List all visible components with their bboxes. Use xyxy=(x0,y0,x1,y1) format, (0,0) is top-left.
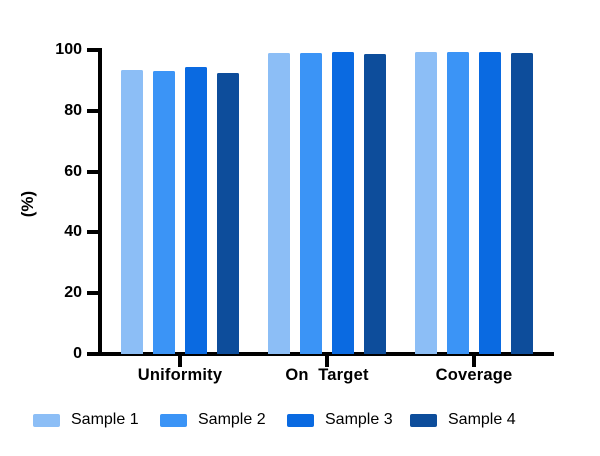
bar-sample-3-coverage xyxy=(479,51,501,354)
bar-sample-2-on-target xyxy=(300,53,322,354)
y-tick-label-40: 40 xyxy=(64,223,82,241)
y-axis-title: (%) xyxy=(18,190,37,218)
legend-swatch-sample-2 xyxy=(160,413,187,427)
category-label-on-target: On Target xyxy=(285,366,369,384)
bar-sample-1-uniformity xyxy=(121,69,143,354)
legend-label-sample-3: Sample 3 xyxy=(325,411,393,428)
y-tick-label-0: 0 xyxy=(73,345,82,362)
legend-label-sample-4: Sample 4 xyxy=(448,411,516,428)
legend-label-sample-2: Sample 2 xyxy=(198,411,266,428)
legend-item-sample-3: Sample 3 xyxy=(287,410,393,430)
y-tick-100 xyxy=(87,48,98,52)
bar-sample-2-coverage xyxy=(447,51,469,354)
legend: Sample 1 Sample 2 Sample 3 Sample 4 xyxy=(0,410,600,440)
bar-sample-1-coverage xyxy=(415,52,437,354)
legend-swatch-sample-4 xyxy=(410,413,437,427)
legend-item-sample-4: Sample 4 xyxy=(410,410,516,430)
x-tick-0 xyxy=(178,356,182,367)
y-tick-40 xyxy=(87,230,98,235)
bar-sample-1-on-target xyxy=(268,53,290,354)
y-tick-label-100: 100 xyxy=(55,41,82,58)
legend-item-sample-2: Sample 2 xyxy=(160,410,266,430)
x-tick-1 xyxy=(325,356,329,367)
y-tick-60 xyxy=(87,169,98,174)
legend-label-sample-1: Sample 1 xyxy=(71,411,139,428)
bar-sample-4-coverage xyxy=(511,52,533,354)
y-tick-label-60: 60 xyxy=(64,162,82,180)
category-label-coverage: Coverage xyxy=(435,366,513,384)
y-tick-20 xyxy=(87,291,98,296)
legend-item-sample-1: Sample 1 xyxy=(33,410,139,430)
x-axis-line xyxy=(93,352,554,356)
bar-sample-2-uniformity xyxy=(153,71,175,354)
y-tick-80 xyxy=(87,108,98,113)
y-tick-label-80: 80 xyxy=(64,101,82,119)
legend-swatch-sample-1 xyxy=(33,413,60,427)
bar-sample-3-on-target xyxy=(332,52,354,354)
bar-sample-4-on-target xyxy=(364,53,386,354)
y-axis-line xyxy=(98,48,102,355)
category-label-uniformity: Uniformity xyxy=(137,366,223,384)
y-tick-0 xyxy=(87,352,98,356)
bar-sample-3-uniformity xyxy=(185,66,207,354)
legend-swatch-sample-3 xyxy=(287,413,314,427)
bar-sample-4-uniformity xyxy=(217,72,239,354)
y-tick-label-20: 20 xyxy=(64,284,82,302)
x-tick-2 xyxy=(472,356,476,367)
